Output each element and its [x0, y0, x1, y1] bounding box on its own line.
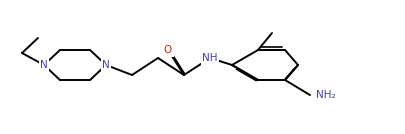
Text: N: N: [102, 60, 110, 70]
Text: NH₂: NH₂: [315, 90, 335, 100]
Text: N: N: [40, 60, 48, 70]
Text: O: O: [164, 45, 172, 55]
Text: NH: NH: [202, 53, 217, 63]
